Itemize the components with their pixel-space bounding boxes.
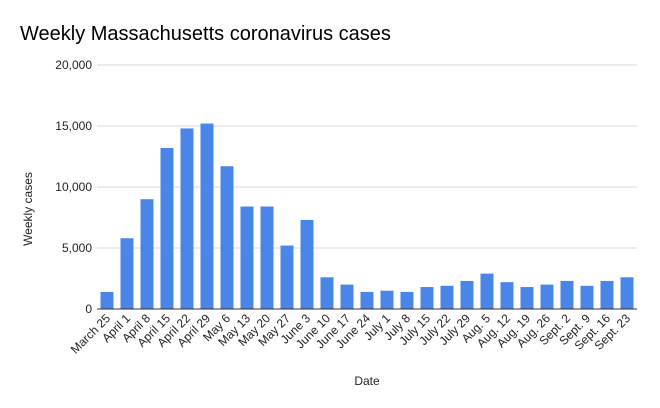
bar	[620, 277, 634, 309]
bar	[560, 280, 574, 309]
bar	[100, 291, 114, 309]
bar	[520, 287, 534, 309]
bar	[540, 284, 554, 309]
bar	[580, 285, 594, 309]
bar	[400, 291, 414, 309]
bars	[100, 123, 634, 309]
bar	[120, 238, 134, 309]
bar	[280, 245, 294, 309]
bar	[160, 147, 174, 309]
bar	[360, 291, 374, 309]
bar	[380, 290, 394, 309]
x-axis-title: Date	[354, 374, 380, 388]
bar	[260, 206, 274, 309]
bar	[500, 282, 514, 309]
y-tick-label: 10,000	[55, 180, 92, 194]
bar	[480, 273, 494, 309]
bar	[180, 128, 194, 309]
bar	[600, 280, 614, 309]
bar	[140, 199, 154, 309]
bar	[220, 166, 234, 309]
y-tick-label: 15,000	[55, 119, 92, 133]
y-tick-label: 20,000	[55, 58, 92, 72]
bar	[460, 280, 474, 309]
bar	[440, 285, 454, 309]
bar	[340, 284, 354, 309]
y-axis-title: Weekly cases	[21, 172, 35, 246]
bar	[240, 206, 254, 309]
chart-title: Weekly Massachusetts coronavirus cases	[20, 23, 391, 45]
y-axis-ticks: 0 5,000 10,000 15,000 20,000	[55, 58, 92, 316]
bar	[300, 219, 314, 309]
gridlines	[97, 64, 637, 249]
bar	[420, 287, 434, 309]
bar	[200, 123, 214, 309]
y-tick-label: 0	[85, 302, 92, 316]
bar	[320, 277, 334, 309]
y-tick-label: 5,000	[62, 241, 92, 255]
